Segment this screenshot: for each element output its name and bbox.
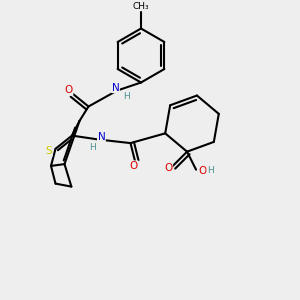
Text: H: H (207, 167, 214, 176)
Text: O: O (198, 166, 206, 176)
Text: O: O (130, 161, 138, 171)
Text: H: H (123, 92, 129, 100)
Text: H: H (90, 143, 96, 152)
Text: N: N (98, 132, 105, 142)
Text: O: O (164, 164, 172, 173)
Text: S: S (46, 146, 52, 156)
Text: N: N (112, 82, 119, 93)
Text: CH₃: CH₃ (133, 2, 149, 11)
Text: O: O (64, 85, 73, 95)
